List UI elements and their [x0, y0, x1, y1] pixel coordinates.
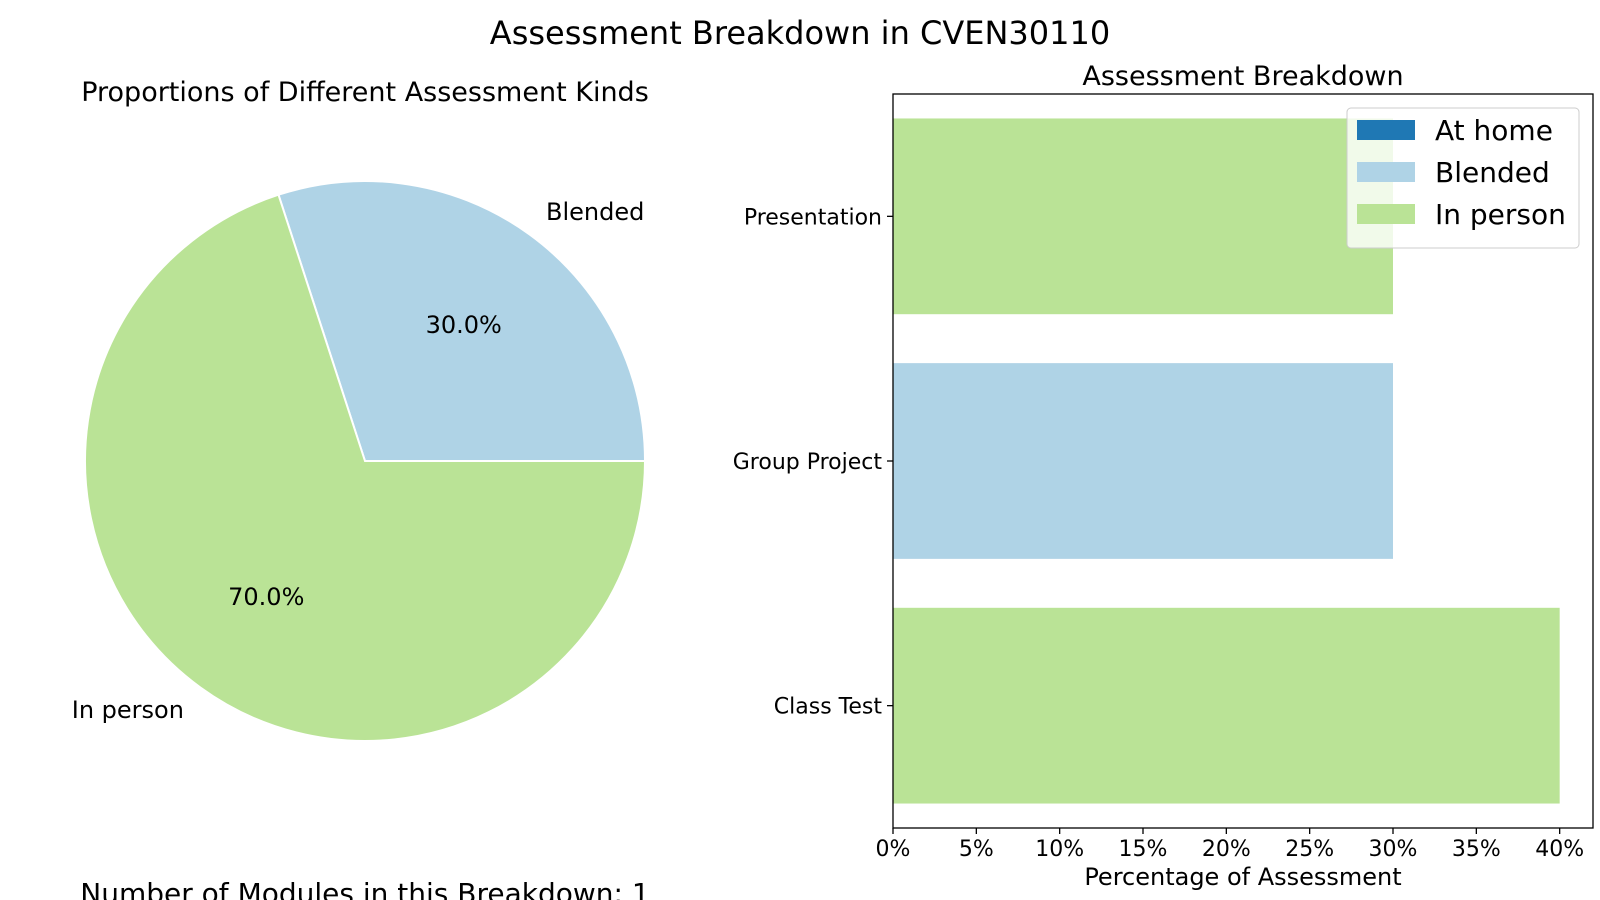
y-tick-label: Presentation	[744, 205, 882, 230]
pie-slice-in-person	[84, 193, 647, 742]
pie-pct-in-person: 70.0%	[228, 583, 304, 611]
legend: At home Blended In person	[1346, 107, 1580, 249]
pie-pct-blended: 30.0%	[426, 311, 502, 339]
x-axis-ticks: 0% 5% 10% 15% 20% 25% 30% 35% 40%	[876, 828, 1584, 862]
pie-chart: Blended 30.0% In person 70.0%	[72, 180, 647, 742]
x-tick-label: 15%	[1119, 837, 1168, 862]
legend-label-in-person: In person	[1435, 198, 1566, 231]
x-tick-label: 25%	[1285, 837, 1334, 862]
x-tick-label: 20%	[1202, 837, 1251, 862]
x-tick-label: 10%	[1035, 837, 1084, 862]
y-tick-label: Class Test	[774, 695, 883, 720]
x-tick-label: 40%	[1535, 837, 1584, 862]
y-axis-ticks: Presentation Group Project Class Test	[733, 205, 893, 720]
bar-presentation	[893, 118, 1393, 315]
y-tick-label: Group Project	[733, 450, 883, 475]
x-tick-label: 0%	[876, 837, 911, 862]
legend-swatch-at-home	[1357, 120, 1415, 140]
x-tick-label: 5%	[959, 837, 994, 862]
pie-label-blended: Blended	[546, 198, 644, 226]
bar-group-project	[893, 363, 1393, 559]
pie-label-in-person: In person	[72, 696, 184, 724]
legend-label-blended: Blended	[1435, 156, 1550, 189]
x-tick-label: 30%	[1369, 837, 1418, 862]
x-axis-label: Percentage of Assessment	[1084, 863, 1401, 891]
legend-label-at-home: At home	[1435, 114, 1553, 147]
figure-title: Assessment Breakdown in CVEN30110	[490, 14, 1110, 52]
module-count: Number of Modules in this Breakdown: 1	[80, 877, 649, 900]
legend-swatch-in-person	[1357, 204, 1415, 224]
x-tick-label: 35%	[1452, 837, 1501, 862]
pie-slice-blended	[277, 180, 647, 462]
bar-title: Assessment Breakdown	[1082, 61, 1403, 92]
pie-title: Proportions of Different Assessment Kind…	[81, 77, 649, 108]
bar-class-test	[893, 607, 1560, 804]
legend-swatch-blended	[1357, 162, 1415, 182]
bar-chart	[893, 118, 1560, 804]
